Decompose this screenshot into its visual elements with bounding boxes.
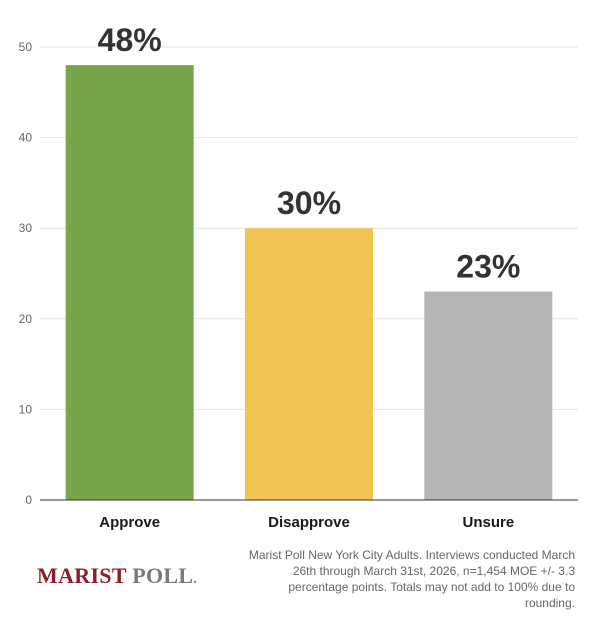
y-tick-label: 0 [25, 493, 32, 507]
y-axis: 0 10 20 30 40 50 [19, 40, 33, 507]
data-label-disapprove: 30% [277, 185, 341, 221]
logo-dot: . [193, 572, 198, 587]
y-tick-label: 30 [19, 221, 33, 235]
bar-chart: 0 10 20 30 40 50 48% 30% 23% Approve Disapprove U… [19, 22, 578, 531]
bar-approve [65, 65, 194, 501]
data-label-approve: 48% [98, 22, 162, 58]
bars [65, 65, 553, 501]
data-labels: 48% 30% 23% [98, 22, 521, 285]
data-label-unsure: 23% [456, 249, 520, 285]
marist-poll-logo: MARIST POLL. [37, 563, 197, 589]
category-label-disapprove: Disapprove [268, 514, 350, 531]
y-tick-label: 40 [19, 131, 33, 145]
category-label-approve: Approve [99, 514, 160, 531]
category-label-unsure: Unsure [462, 514, 514, 531]
bar-unsure [424, 291, 553, 500]
bar-disapprove [245, 228, 373, 500]
y-tick-label: 10 [19, 402, 33, 416]
logo-marist-text: MARIST [37, 563, 127, 588]
y-tick-label: 20 [19, 312, 33, 326]
logo-poll-text: POLL [132, 563, 194, 588]
x-axis: Approve Disapprove Unsure [40, 499, 578, 531]
source-note: Marist Poll New York City Adults. Interv… [248, 548, 575, 610]
y-tick-label: 50 [19, 40, 33, 54]
